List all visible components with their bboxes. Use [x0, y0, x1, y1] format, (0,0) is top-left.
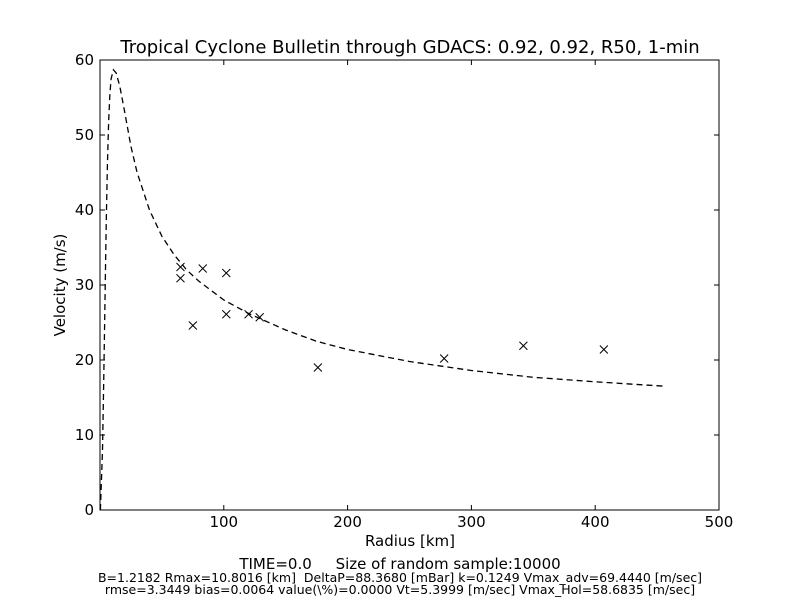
scatter-point — [176, 262, 185, 272]
x-axis-label: Radius [km] — [365, 532, 455, 550]
y-tick-label: 40 — [75, 201, 94, 219]
footer-line-1: TIME=0.0 Size of random sample:10000 — [239, 555, 561, 573]
scatter-point — [439, 354, 449, 363]
y-axis-label: Velocity (m/s) — [51, 234, 69, 337]
scatter-point — [519, 341, 528, 351]
x-tick-label: 100 — [209, 513, 238, 531]
scatter-point — [188, 321, 198, 330]
y-tick-label: 50 — [75, 126, 94, 144]
x-tick-label: 400 — [581, 513, 610, 531]
plot-frame — [99, 59, 720, 511]
chart-title: Tropical Cyclone Bulletin through GDACS:… — [119, 37, 699, 58]
y-tick-label: 20 — [75, 351, 94, 369]
x-tick-label: 300 — [457, 513, 486, 531]
scatter-point — [599, 345, 609, 354]
x-tick-label: 500 — [705, 513, 734, 531]
y-tick-label: 0 — [84, 501, 94, 519]
axis-ticks: 100 200 300 400 500 0 10 20 30 40 50 60 — [75, 51, 733, 531]
y-tick-label: 30 — [75, 276, 94, 294]
scatter-point — [255, 312, 265, 322]
scatter-point — [221, 268, 231, 278]
y-tick-label: 60 — [75, 51, 94, 69]
scatter-point — [198, 264, 208, 273]
plot-area — [99, 59, 720, 511]
y-tick-label: 10 — [75, 426, 94, 444]
footer-line-2: B=1.2182 Rmax=10.8016 [km] DeltaP=88.368… — [97, 570, 703, 585]
footer-line-3: rmse=3.3449 bias=0.0064 value(\%)=0.0000… — [104, 582, 696, 597]
model-curve-line — [99, 68, 666, 511]
x-tick-label: 200 — [333, 513, 362, 531]
scatter-point — [221, 309, 231, 319]
scatter-point — [244, 309, 253, 319]
data-marks — [99, 68, 666, 511]
scatter-point — [313, 363, 323, 372]
scatter-point — [176, 273, 185, 283]
